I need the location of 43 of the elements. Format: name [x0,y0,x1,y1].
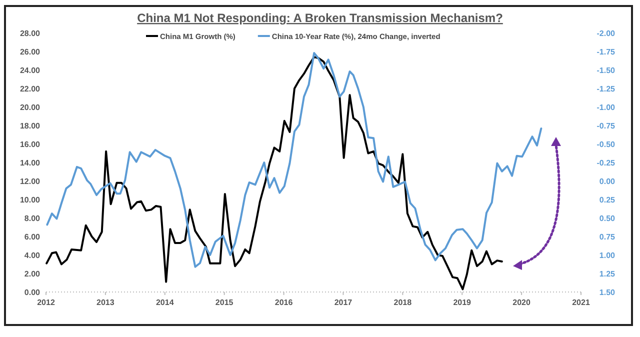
x-tick-label: 2017 [334,298,353,307]
y-tick-label: 20.00 [20,103,41,112]
y2-tick-label: 1.25 [599,270,616,278]
y-tick-label: 6.00 [24,232,41,242]
y2-tick-label: 1.50 [599,288,616,297]
y2-tick-label: 1.00 [599,251,616,260]
x-tick-label: 2020 [512,298,532,307]
line-series [46,52,542,268]
y-tick-label: 22.00 [20,84,41,94]
y-tick-label: 2.00 [24,270,41,278]
y2-tick-label: -0.75 [596,122,616,130]
x-tick-label: 2019 [453,298,472,307]
y2-tick-label: -0.25 [596,158,616,168]
x-tick-label: 2014 [156,298,174,307]
y2-tick-label: -2.00 [596,29,616,38]
x-tick-label: 2021 [572,298,590,307]
y-tick-label: 8.00 [24,214,41,223]
y-tick-label: 0.00 [24,288,41,297]
y-tick-label: 28.00 [20,29,41,38]
y-tick-label: 12.00 [20,177,41,186]
x-tick-label: 2013 [96,298,115,307]
y2-tick-label: -1.75 [596,48,616,56]
y-tick-label: 24.00 [20,66,41,75]
line-series [46,56,503,290]
y2-tick-label: 0.50 [599,214,616,223]
x-tick-label: 2012 [37,298,56,307]
chart-title: China M1 Not Responding: A Broken Transmission Mechanism? [137,11,503,25]
y-tick-label: 26.00 [20,48,41,56]
y-tick-label: 14.00 [20,158,41,168]
y2-tick-label: -1.50 [596,66,616,75]
y2-tick-label: -1.25 [596,84,616,94]
y-tick-label: 18.00 [20,122,41,130]
y2-tick-label: 0.00 [599,177,616,186]
y2-tick-label: -0.50 [596,140,616,149]
y-tick-label: 16.00 [20,140,41,149]
y-tick-label: 4.00 [24,251,41,260]
x-tick-label: 2016 [274,298,294,307]
y-tick-label: 10.00 [20,196,41,204]
y2-tick-label: 0.25 [599,196,616,204]
y2-tick-label: 0.75 [599,232,616,242]
y2-tick-label: -1.00 [596,103,616,112]
x-tick-label: 2015 [215,298,234,307]
x-tick-label: 2018 [394,298,412,307]
